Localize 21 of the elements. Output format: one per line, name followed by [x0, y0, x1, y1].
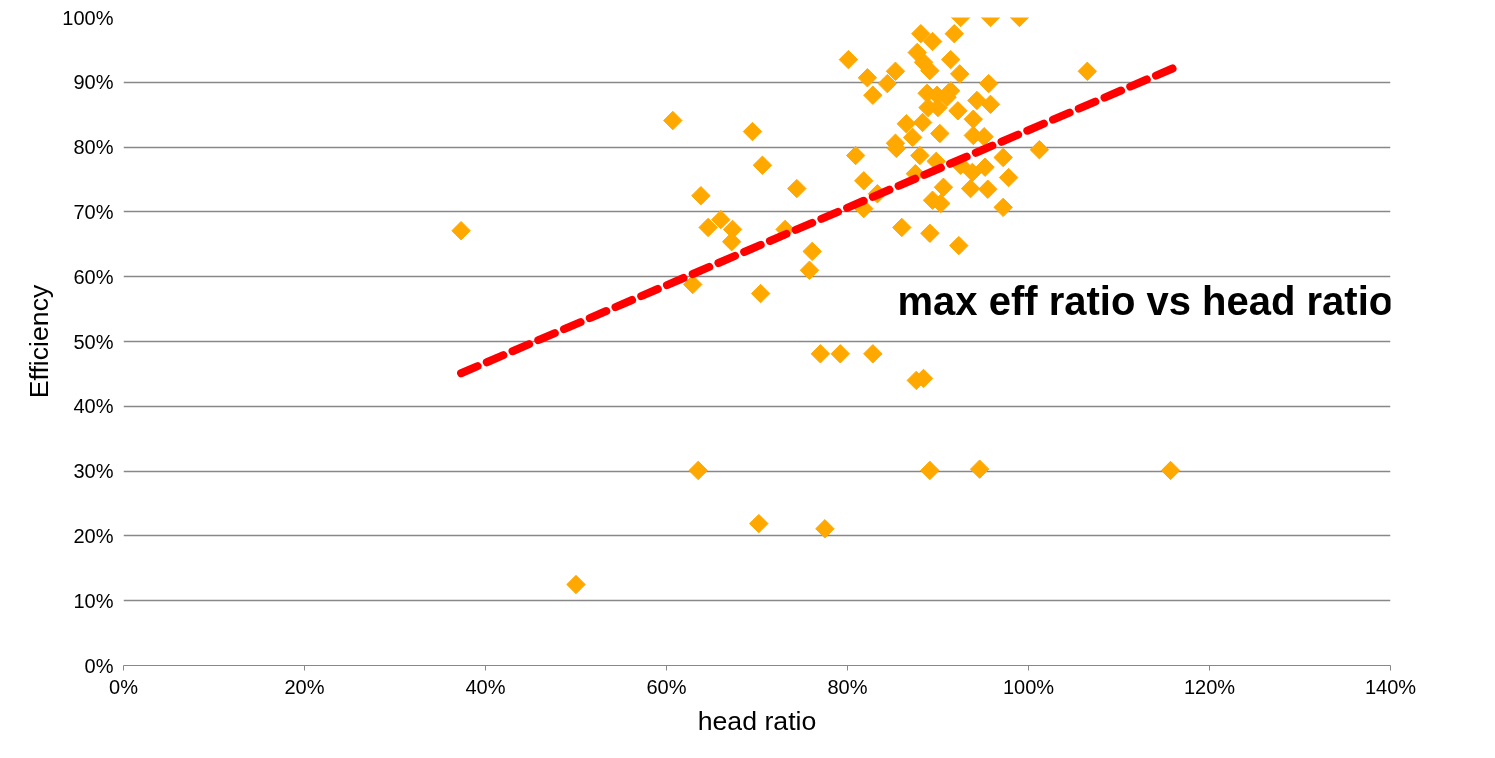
y-axis-title: Efficiency	[24, 284, 55, 399]
x-axis-title: head ratio	[697, 705, 817, 736]
y-tick-label: 60%	[73, 265, 114, 288]
x-tick-label: 120%	[1183, 675, 1236, 698]
y-tick-label: 20%	[73, 524, 114, 547]
x-tick-label: 80%	[827, 675, 868, 698]
x-tick-label: 100%	[1002, 675, 1055, 698]
x-tick-label: 40%	[465, 675, 506, 698]
x-tick-label: 0%	[109, 675, 139, 698]
y-tick-label: 0%	[84, 654, 114, 677]
x-tick-label: 20%	[284, 675, 325, 698]
x-tick-label: 140%	[1364, 675, 1417, 698]
y-tick-label: 100%	[62, 6, 114, 29]
y-tick-label: 10%	[73, 589, 114, 612]
y-tick-label: 50%	[73, 330, 114, 353]
y-tick-label: 70%	[73, 200, 114, 223]
y-tick-label: 40%	[73, 395, 114, 418]
y-tick-label: 30%	[73, 460, 114, 483]
x-tick-label: 60%	[646, 675, 687, 698]
y-tick-label: 80%	[73, 136, 114, 159]
y-tick-label: 90%	[73, 71, 114, 94]
